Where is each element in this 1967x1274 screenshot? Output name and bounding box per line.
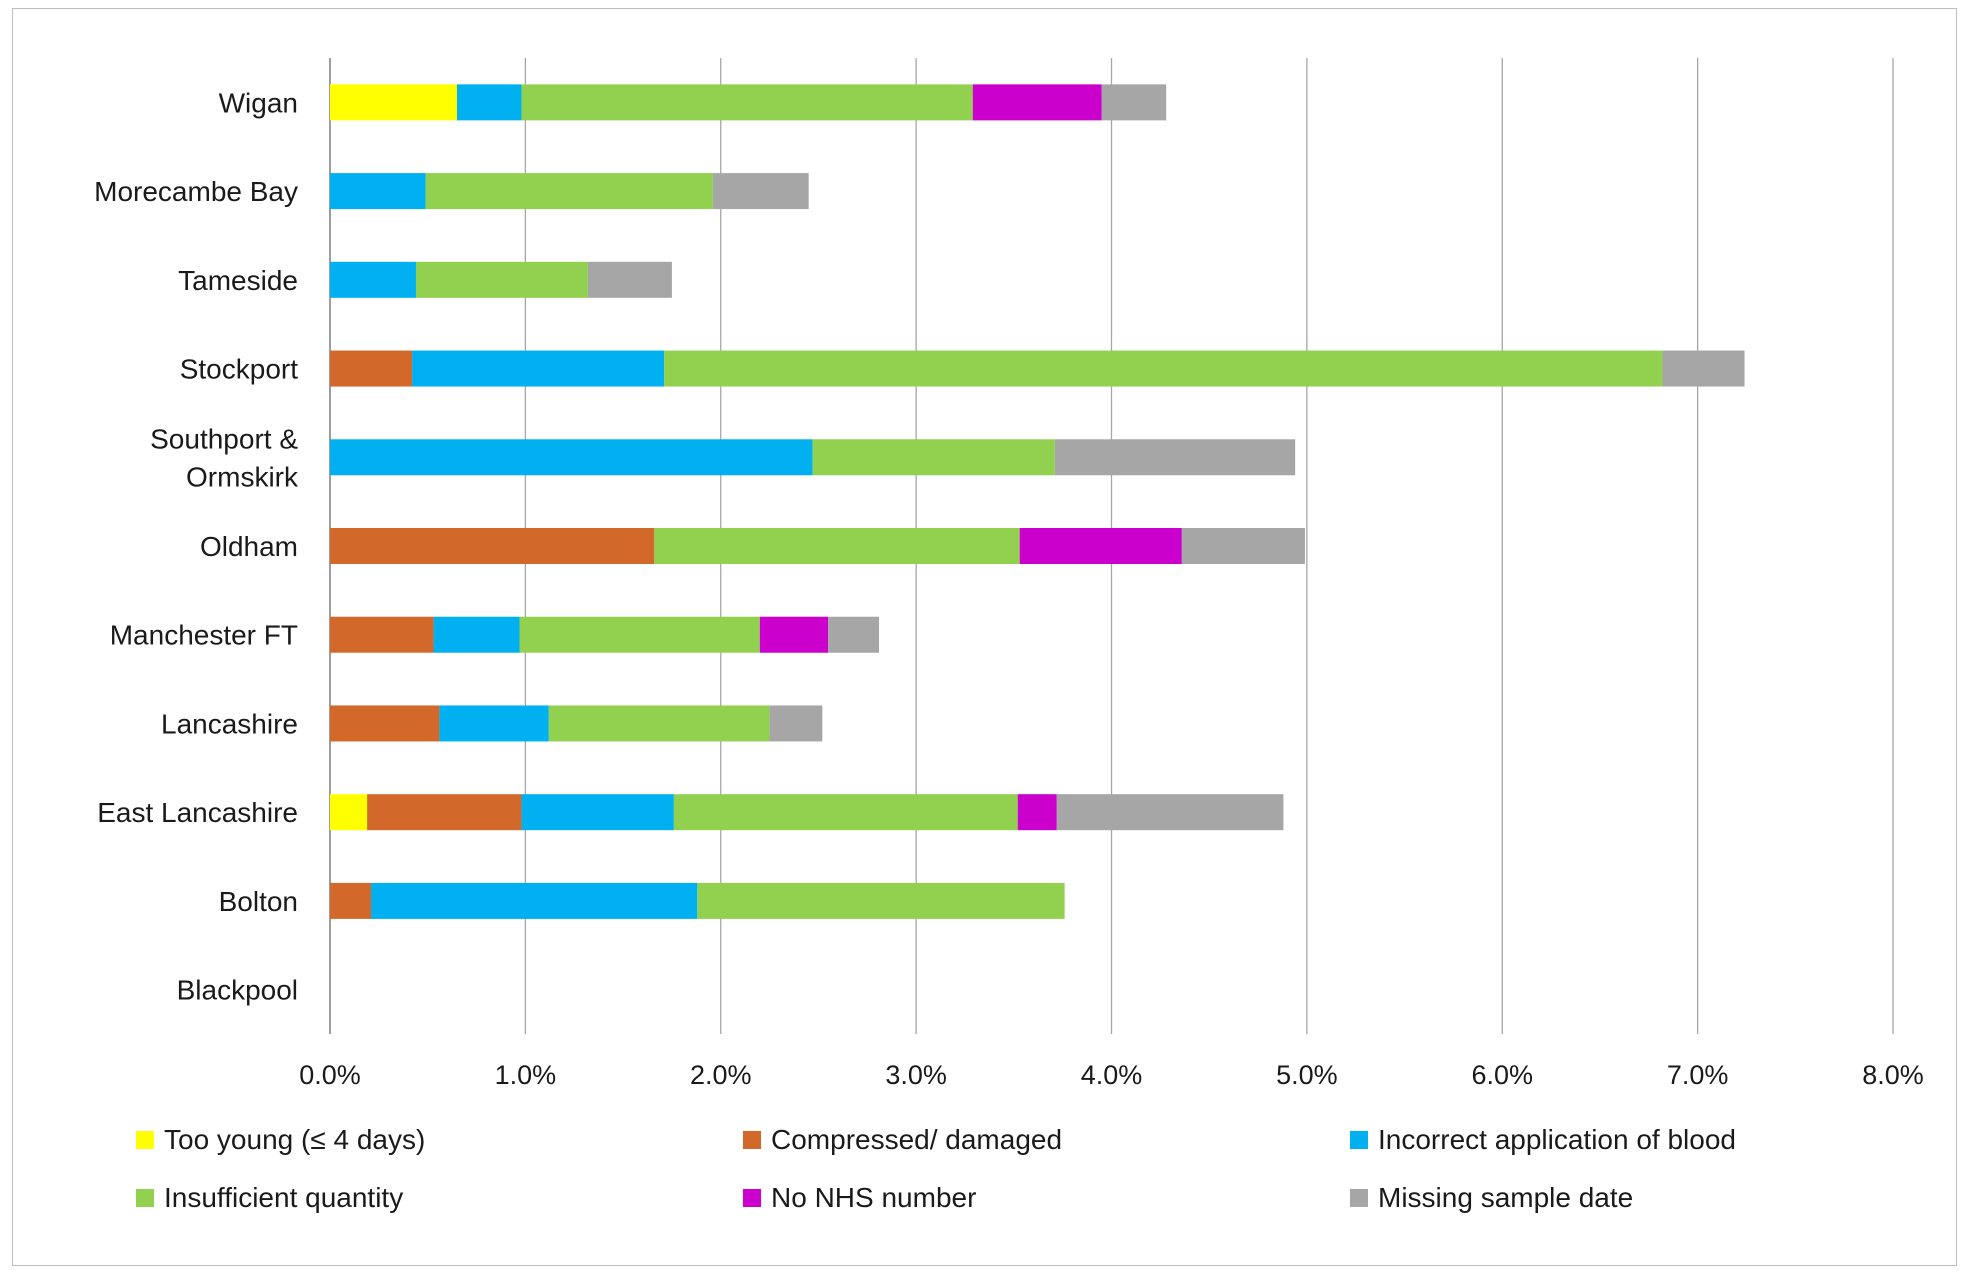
bar-segment bbox=[330, 261, 416, 298]
x-tick-label: 7.0% bbox=[1667, 1060, 1729, 1090]
x-tick-label: 1.0% bbox=[495, 1060, 557, 1090]
category-label: Morecambe Bay bbox=[94, 176, 298, 207]
bar-series-group bbox=[330, 84, 1745, 919]
bar-segment bbox=[439, 705, 549, 742]
bar-segment bbox=[812, 439, 1055, 476]
bar-segment bbox=[664, 350, 1663, 387]
bar-segment bbox=[548, 705, 770, 742]
x-tick-label: 2.0% bbox=[690, 1060, 752, 1090]
bar-segment bbox=[654, 528, 1020, 564]
bar-segment bbox=[1054, 439, 1296, 476]
x-tick-label: 0.0% bbox=[299, 1060, 361, 1090]
bar-segment bbox=[759, 616, 829, 653]
bar-segment bbox=[697, 882, 1065, 919]
x-tick-label: 4.0% bbox=[1081, 1060, 1143, 1090]
category-label: Bolton bbox=[219, 886, 298, 917]
bar-segment bbox=[330, 882, 372, 919]
bar-segment bbox=[415, 261, 588, 298]
bar-segment bbox=[330, 84, 457, 121]
bar-segment bbox=[1017, 794, 1057, 831]
category-label: Ormskirk bbox=[186, 461, 299, 492]
category-label: Stockport bbox=[180, 354, 298, 385]
gridlines bbox=[329, 58, 1894, 1034]
bar-segment bbox=[330, 705, 440, 742]
bar-segment bbox=[521, 84, 973, 121]
bar-segment bbox=[330, 794, 368, 831]
bar-segment bbox=[330, 439, 813, 476]
bar-segment bbox=[1019, 528, 1182, 564]
bar-segment bbox=[425, 173, 713, 210]
bar-segment bbox=[412, 350, 665, 387]
category-labels: Wigan Morecambe Bay Tameside Stockport South… bbox=[94, 87, 299, 1005]
x-tick-label: 5.0% bbox=[1276, 1060, 1338, 1090]
bar-segment bbox=[769, 705, 823, 742]
x-tick-label: 6.0% bbox=[1471, 1060, 1533, 1090]
bar-segment bbox=[828, 616, 880, 653]
category-label: Tameside bbox=[178, 265, 298, 296]
bar-segment bbox=[330, 528, 655, 564]
bar-segment bbox=[972, 84, 1102, 121]
bar-segment bbox=[712, 173, 809, 210]
category-label: Oldham bbox=[200, 531, 298, 562]
bar-segment bbox=[433, 616, 520, 653]
bar-segment bbox=[521, 794, 674, 831]
bar-segment bbox=[330, 350, 413, 387]
bar-segment bbox=[1662, 350, 1745, 387]
bar-segment bbox=[673, 794, 1018, 831]
bar-segment bbox=[1056, 794, 1284, 831]
category-label: Blackpool bbox=[177, 975, 298, 1006]
x-tick-labels: 0.0% 1.0% 2.0% 3.0% 4.0% 5.0% 6.0% 7.0% 8.0% bbox=[299, 1060, 1924, 1090]
bar-segment bbox=[330, 173, 426, 210]
category-label: Manchester FT bbox=[110, 620, 298, 651]
category-label: Lancashire bbox=[161, 708, 298, 739]
bar-segment bbox=[1101, 84, 1167, 121]
bar-segment bbox=[587, 261, 672, 298]
bar-segment bbox=[1181, 528, 1305, 564]
bar-segment bbox=[519, 616, 760, 653]
bar-segment bbox=[371, 882, 698, 919]
bar-segment bbox=[367, 794, 522, 831]
category-label: Wigan bbox=[219, 87, 298, 118]
category-label: East Lancashire bbox=[97, 797, 298, 828]
bar-segment bbox=[456, 84, 522, 121]
x-tick-label: 8.0% bbox=[1862, 1060, 1924, 1090]
category-label: Southport & bbox=[150, 423, 298, 454]
bar-segment bbox=[330, 616, 434, 653]
x-tick-label: 3.0% bbox=[885, 1060, 947, 1090]
